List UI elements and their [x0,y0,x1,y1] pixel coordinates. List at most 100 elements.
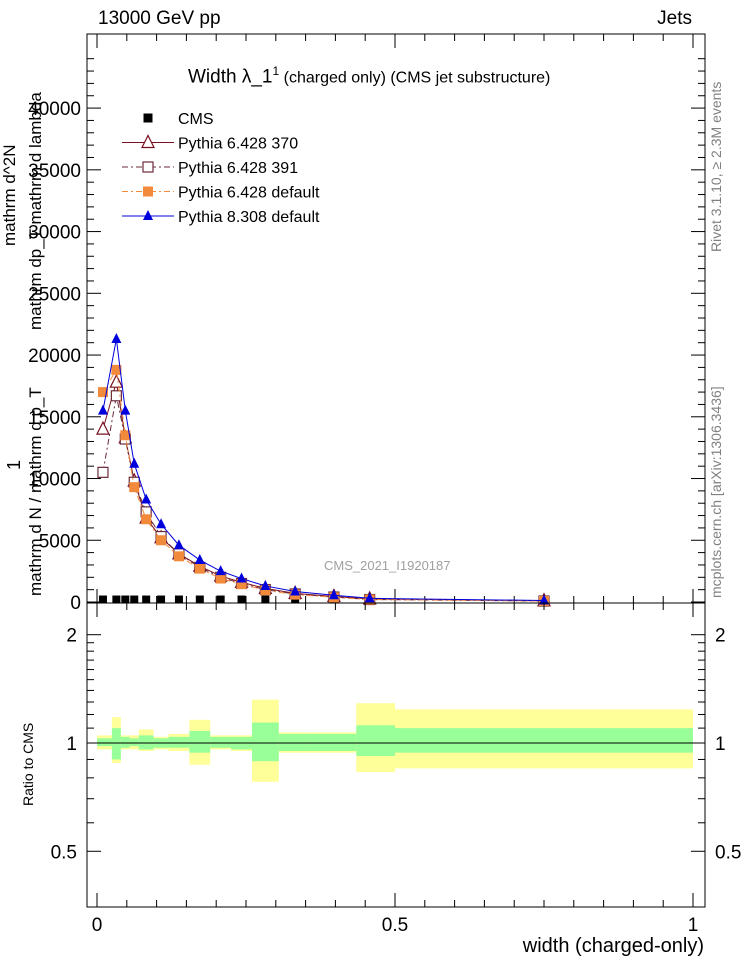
data-point [328,589,339,600]
data-point [129,457,140,468]
data-point [195,595,204,604]
ratio-inner-band-bin [278,733,312,752]
data-point [157,595,166,604]
data-point [290,585,301,596]
series-3 [97,364,549,607]
x-tick-label: 1 [688,915,699,936]
data-point [120,430,131,441]
data-point [260,579,271,590]
data-point [130,595,139,604]
ratio-inner-band-bin [251,722,279,762]
data-point [236,572,247,583]
x-axis-label: width (charged-only) [522,935,704,957]
ratio-y-tick-label: 2 [66,626,77,647]
data-point [120,404,131,415]
ratio-inner-band-bin [356,725,395,757]
ratio-inner-band-bin [120,736,130,748]
data-point [156,518,167,529]
data-point [111,364,122,375]
data-point [110,390,122,402]
data-point [173,551,184,562]
ratio-inner-band-bin [311,733,357,752]
data-point [109,373,124,388]
data-point [98,595,107,604]
y-axis-label-top: 1 [4,459,24,470]
legend-label: Pythia 6.428 391 [178,160,298,177]
ratio-inner-band-bin [210,736,232,748]
data-point [97,466,109,478]
legend-marker [143,113,153,123]
y-tick-label: 15000 [28,408,81,429]
y-tick-label: 40000 [28,99,81,120]
y-tick-label: 35000 [28,161,81,182]
ratio-plot-panel: 0 0.5 1 0.5 0.5 1 1 2 2 [51,602,741,936]
data-point [95,420,110,435]
y-tick-label: 30000 [28,223,81,244]
y-tick-label: 10000 [28,470,81,491]
ratio-frame [86,602,706,908]
legend-label: CMS [178,111,214,128]
legend-label: Pythia 8.308 default [178,209,320,226]
data-point [237,595,246,604]
ratio-inner-band-bin [138,735,154,750]
x-tick-label: 0.5 [382,915,408,936]
data-point [364,592,375,603]
legend-marker [143,210,153,220]
x-tick-label: 0 [92,915,103,936]
header-energy-label: 13000 GeV pp [98,8,221,29]
ratio-y-tick-label-right: 2 [715,626,726,647]
data-point [141,514,152,525]
data-point [156,535,167,546]
series-4 [97,332,549,605]
series-2 [97,390,550,607]
data-point [216,595,225,604]
ratio-inner-band-bin [129,738,139,747]
plot-title-main: Width λ_1 [188,66,273,88]
y-axis-label-denominator: mathrm dp_T mathrm d lambda [26,92,45,330]
mcplots-label: mcplots.cern.ch [arXiv:1306.3436] [708,386,724,598]
data-point [174,595,183,604]
plot-title: Width λ_11 (charged only) (CMS jet subst… [188,64,550,88]
ratio-inner-band-bin [111,728,121,760]
data-point [194,563,205,574]
data-point [121,595,130,604]
ratio-y-tick-label-right: 1 [715,734,726,755]
ratio-y-tick-label: 0.5 [51,842,77,863]
y-tick-label: 20000 [28,346,81,367]
legend-label: Pythia 6.428 370 [178,136,298,153]
data-point [261,595,270,604]
data-point [142,595,151,604]
data-point [112,595,121,604]
ratio-inner-band-bin [395,728,693,753]
ratio-inner-band-bin [189,730,211,753]
analysis-id: CMS_2021_I1920187 [324,558,451,573]
legend-marker [143,186,153,197]
ratio-inner-band-bin [97,738,112,747]
data-point [215,573,226,584]
header-jets-label: Jets [657,8,692,29]
data-point [111,332,122,343]
data-point [215,565,226,576]
main-plot-panel: 0 5000 10000 15000 20000 25000 30000 35000 40000 [28,33,706,614]
legend-marker [142,161,154,173]
ratio-y-axis-label: Ratio to CMS [20,722,36,806]
legend: CMS Pythia 6.428 370 Pythia 6.428 391 Pythi… [122,111,320,226]
data-point [173,539,184,550]
data-point [97,404,108,415]
y-tick-label: 25000 [28,284,81,305]
data-point [539,594,549,605]
ratio-y-tick-label-right: 0.5 [715,842,741,863]
plot-title-sup: 1 [272,64,280,78]
y-axis-label-numerator: mathrm d^2N [0,144,19,246]
ratio-y-tick-label: 1 [66,734,77,755]
data-point [194,554,205,565]
data-point [129,482,140,493]
ratio-inner-band-bin [168,736,190,748]
data-point [260,585,271,596]
rivet-version-label: Rivet 3.1.10, ≥ 2.3M events [708,81,724,252]
data-point [141,493,152,504]
plot-title-rest: (charged only) (CMS jet substructure) [279,69,551,87]
y-tick-label: 5000 [39,531,81,552]
data-point [97,387,108,398]
